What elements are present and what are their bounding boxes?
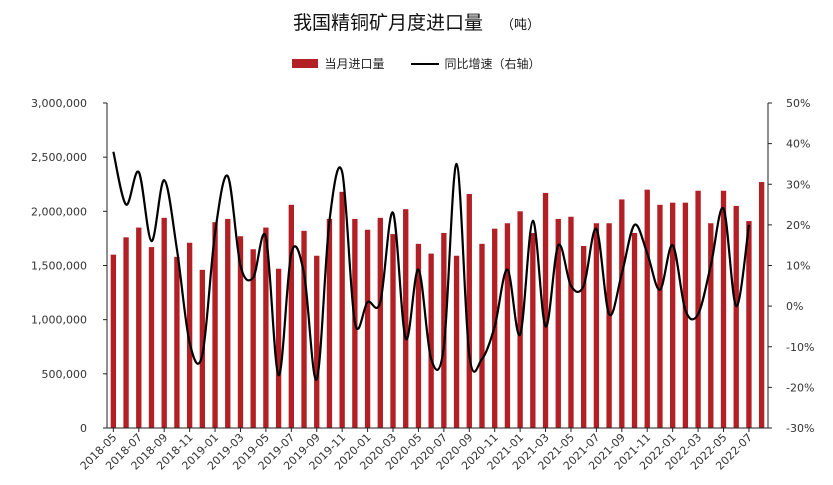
bar — [682, 202, 689, 428]
bar — [161, 217, 167, 428]
bar — [453, 255, 460, 428]
bar — [288, 204, 294, 428]
y-left-tick-label: 0 — [80, 422, 87, 435]
bar — [136, 227, 142, 428]
bar — [593, 223, 600, 428]
chart-title: 我国精铜矿月度进口量 — [292, 12, 483, 34]
bar — [619, 199, 625, 428]
chart-title-area: 我国精铜矿月度进口量 （吨） — [0, 8, 833, 35]
y-left-tick-label: 2,000,000 — [31, 205, 87, 218]
bar — [669, 202, 676, 428]
bar — [377, 217, 383, 428]
chart-legend: 当月进口量 同比增速（右轴） — [0, 55, 833, 72]
yoy-growth-line — [112, 151, 751, 381]
legend-line-label: 同比增速（右轴） — [444, 57, 541, 71]
bar — [415, 243, 422, 428]
bar — [314, 255, 320, 428]
bar — [542, 192, 549, 428]
bar — [441, 233, 447, 428]
y-right-tick-label: -20% — [786, 381, 814, 394]
y-right-tick-label: 0% — [786, 300, 803, 313]
bar — [237, 236, 244, 428]
bar — [555, 218, 561, 428]
bar — [466, 194, 472, 428]
bar — [110, 254, 117, 428]
bar — [657, 204, 663, 428]
bar — [148, 247, 155, 428]
bar — [364, 229, 371, 428]
bar — [631, 233, 638, 428]
bar — [250, 249, 256, 428]
y-right-tick-label: 50% — [786, 97, 810, 110]
bar — [568, 216, 574, 428]
bar — [212, 222, 218, 428]
bar — [606, 223, 612, 428]
bar — [746, 221, 752, 428]
chart-unit: （吨） — [501, 18, 541, 33]
bar — [275, 268, 282, 428]
bar — [708, 223, 714, 428]
y-right-tick-label: 30% — [786, 178, 810, 191]
bar — [123, 237, 129, 428]
bar — [263, 227, 269, 428]
bar — [390, 234, 396, 428]
bar — [758, 182, 765, 428]
bar — [504, 223, 511, 428]
y-right-tick-label: -10% — [786, 341, 814, 354]
legend-bar-swatch — [292, 59, 319, 68]
bar — [695, 190, 701, 428]
bar — [479, 243, 485, 428]
bar — [517, 211, 523, 428]
y-right-tick-label: 10% — [786, 260, 810, 273]
bar — [403, 209, 409, 428]
bar — [301, 230, 307, 428]
axes — [103, 102, 772, 432]
y-left-tick-label: 1,500,000 — [31, 260, 87, 273]
bar — [326, 218, 333, 428]
line-series — [112, 151, 751, 381]
y-right-tick-label: 40% — [786, 138, 810, 151]
bar — [581, 246, 587, 428]
bar — [225, 218, 231, 428]
y-right-tick-label: -30% — [786, 422, 814, 435]
bar — [174, 256, 180, 428]
y-left-tick-label: 2,500,000 — [31, 151, 87, 164]
y-left-tick-label: 500,000 — [42, 368, 88, 381]
y-left-tick-label: 1,000,000 — [31, 314, 87, 327]
bar — [644, 189, 650, 428]
bar — [186, 242, 193, 428]
legend-item-line: 同比增速（右轴） — [410, 55, 541, 72]
bar — [720, 190, 727, 428]
bar — [530, 233, 536, 428]
legend-item-bar: 当月进口量 — [292, 55, 385, 72]
y-left-tick-label: 3,000,000 — [31, 97, 87, 110]
bar — [733, 205, 739, 428]
bar — [339, 191, 345, 428]
y-right-tick-label: 20% — [786, 219, 810, 232]
bar — [428, 253, 434, 428]
legend-line-swatch — [410, 62, 439, 65]
legend-bar-label: 当月进口量 — [324, 57, 385, 71]
